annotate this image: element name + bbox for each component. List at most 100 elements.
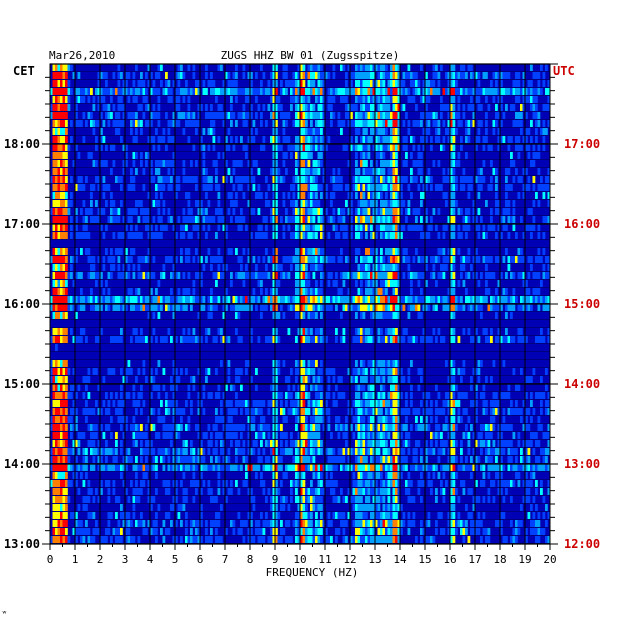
spectrogram-cell: [452, 272, 456, 279]
spectrogram-cell: [360, 416, 363, 423]
spectrogram-cell: [300, 160, 303, 167]
spectrogram-cell: [255, 304, 258, 311]
spectrogram-cell: [497, 256, 501, 263]
spectrogram-cell: [102, 400, 106, 407]
spectrogram-cell: [360, 152, 363, 159]
spectrogram-cell: [397, 208, 401, 215]
spectrogram-cell: [227, 80, 231, 87]
spectrogram-cell: [397, 312, 401, 319]
spectrogram-cell: [162, 296, 166, 303]
spectrogram-cell: [365, 328, 368, 335]
spectrogram-cell: [77, 432, 81, 439]
spectrogram-cell: [50, 256, 53, 263]
spectrogram-cell: [465, 432, 468, 439]
spectrogram-cell: [380, 248, 383, 255]
spectrogram-cell: [305, 176, 308, 183]
spectrogram-cell: [207, 464, 211, 471]
spectrogram-cell: [342, 336, 346, 343]
spectrogram-cell: [267, 440, 271, 447]
spectrogram-cell: [112, 216, 116, 223]
spectrogram-cell: [75, 248, 78, 255]
spectrogram-cell: [487, 272, 491, 279]
spectrogram-cell: [57, 64, 61, 71]
spectrogram-cell: [332, 168, 336, 175]
spectrogram-cell: [497, 336, 501, 343]
spectrogram-cell: [377, 392, 381, 399]
spectrogram-cell: [177, 408, 181, 415]
spectrogram-cell: [410, 272, 413, 279]
spectrogram-cell: [142, 304, 146, 311]
spectrogram-cell: [380, 184, 383, 191]
spectrogram-cell: [537, 424, 541, 431]
spectrogram-cell: [370, 248, 373, 255]
spectrogram-cell: [447, 288, 451, 295]
spectrogram-cell: [412, 456, 416, 463]
spectrogram-cell: [55, 264, 58, 271]
spectrogram-cell: [55, 128, 58, 135]
spectrogram-cell: [172, 392, 176, 399]
spectrogram-cell: [357, 304, 361, 311]
spectrogram-cell: [140, 152, 143, 159]
spectrogram-cell: [305, 144, 308, 151]
spectrogram-cell: [475, 136, 478, 143]
spectrogram-cell: [185, 464, 188, 471]
spectrogram-cell: [115, 296, 118, 303]
spectrogram-cell: [525, 88, 528, 95]
spectrogram-cell: [135, 208, 138, 215]
spectrogram-cell: [100, 328, 103, 335]
spectrogram-cell: [307, 440, 311, 447]
spectrogram-cell: [340, 224, 343, 231]
spectrogram-cell: [182, 232, 186, 239]
spectrogram-cell: [87, 88, 91, 95]
spectrogram-cell: [110, 144, 113, 151]
spectrogram-cell: [395, 376, 398, 383]
spectrogram-cell: [290, 408, 293, 415]
spectrogram-cell: [67, 448, 71, 455]
spectrogram-cell: [547, 264, 551, 271]
spectrogram-cell: [157, 280, 161, 287]
spectrogram-cell: [117, 104, 121, 111]
spectrogram-cell: [355, 336, 358, 343]
spectrogram-cell: [495, 312, 498, 319]
spectrogram-cell: [460, 456, 463, 463]
spectrogram-cell: [90, 120, 93, 127]
spectrogram-cell: [420, 400, 423, 407]
spectrogram-cell: [302, 448, 306, 455]
spectrogram-cell: [95, 176, 98, 183]
spectrogram-cell: [405, 392, 408, 399]
spectrogram-cell: [200, 280, 203, 287]
spectrogram-cell: [180, 88, 183, 95]
spectrogram-cell: [207, 248, 211, 255]
spectrogram-cell: [267, 336, 271, 343]
spectrogram-cell: [112, 72, 116, 79]
spectrogram-cell: [372, 120, 376, 127]
spectrogram-cell: [192, 112, 196, 119]
spectrogram-cell: [452, 160, 456, 167]
spectrogram-cell: [540, 256, 543, 263]
spectrogram-cell: [167, 328, 171, 335]
spectrogram-cell: [282, 152, 286, 159]
spectrogram-cell: [472, 104, 476, 111]
spectrogram-cell: [397, 96, 401, 103]
spectrogram-cell: [225, 456, 228, 463]
spectrogram-cell: [395, 264, 398, 271]
spectrogram-cell: [235, 176, 238, 183]
spectrogram-cell: [57, 304, 61, 311]
spectrogram-cell: [360, 272, 363, 279]
spectrogram-cell: [100, 304, 103, 311]
spectrogram-cell: [72, 336, 76, 343]
spectrogram-cell: [430, 296, 433, 303]
spectrogram-cell: [390, 72, 393, 79]
spectrogram-cell: [457, 152, 461, 159]
spectrogram-cell: [445, 304, 448, 311]
spectrogram-cell: [222, 312, 226, 319]
spectrogram-cell: [407, 376, 411, 383]
utc-label: UTC: [553, 64, 575, 78]
spectrogram-cell: [510, 184, 513, 191]
spectrogram-cell: [455, 80, 458, 87]
spectrogram-cell: [142, 296, 146, 303]
spectrogram-cell: [335, 304, 338, 311]
spectrogram-cell: [305, 224, 308, 231]
spectrogram-cell: [217, 328, 221, 335]
spectrogram-cell: [475, 216, 478, 223]
